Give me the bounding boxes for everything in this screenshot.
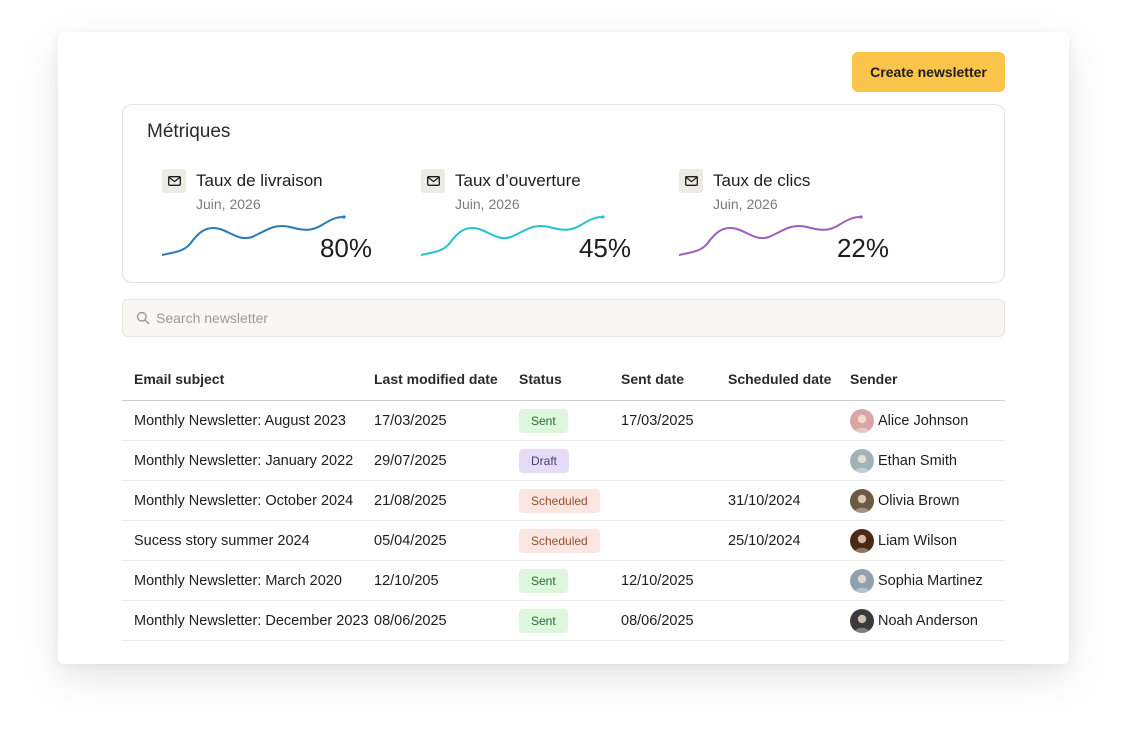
sent-date: 08/06/2025 (621, 612, 694, 629)
header-email-subject[interactable]: Email subject (134, 370, 225, 387)
mail-icon (421, 169, 445, 193)
metric-value: 45% (578, 233, 631, 263)
table-row[interactable]: Sucess story summer 2024 05/04/2025 Schedu… (122, 521, 1005, 561)
email-subject: Sucess story summer 2024 (134, 532, 310, 549)
status-cell: Sent (519, 408, 621, 433)
table-row[interactable]: Monthly Newsletter: August 2023 17/03/202… (122, 401, 1005, 441)
email-subject: Monthly Newsletter: March 2020 (134, 572, 342, 589)
email-subject: Monthly Newsletter: October 2024 (134, 492, 354, 509)
header-sender[interactable]: Sender (850, 370, 898, 387)
status-cell: Scheduled (519, 488, 621, 513)
sender-name: Noah Anderson (878, 612, 978, 629)
header-scheduled-date[interactable]: Scheduled date (728, 370, 832, 387)
status-badge: Sent (519, 408, 568, 433)
sender-cell: Sophia Martinez (850, 568, 1005, 593)
status-cell: Draft (519, 448, 621, 473)
avatar (850, 448, 874, 473)
sender-cell: Noah Anderson (850, 608, 1005, 633)
table-body: Monthly Newsletter: August 2023 17/03/202… (122, 401, 1005, 641)
last-modified-date: 21/08/2025 (374, 492, 447, 509)
last-modified-date: 29/07/2025 (374, 452, 447, 469)
sender-name: Liam Wilson (878, 532, 957, 549)
status-badge: Sent (519, 608, 568, 633)
avatar (850, 488, 874, 513)
mail-icon (162, 169, 186, 193)
table-row[interactable]: Monthly Newsletter: December 2023 08/06/2… (122, 601, 1005, 641)
sender-name: Olivia Brown (878, 492, 960, 509)
sender-cell: Alice Johnson (850, 408, 1005, 433)
email-subject: Monthly Newsletter: January 2022 (134, 452, 354, 469)
email-subject: Monthly Newsletter: December 2023 (134, 612, 369, 629)
metric-delivery-rate: Taux de livraison Juin, 2026 80% (162, 169, 382, 269)
metric-sparkline (162, 215, 346, 256)
table-header: Email subject Last modified date Status … (122, 357, 1005, 401)
search-bar (122, 299, 1005, 337)
status-badge: Scheduled (519, 488, 600, 513)
metric-sparkline (679, 215, 863, 256)
last-modified-date: 12/10/205 (374, 572, 439, 589)
last-modified-date: 08/06/2025 (374, 612, 447, 629)
metric-date: Juin, 2026 (196, 196, 261, 212)
table-row[interactable]: Monthly Newsletter: March 2020 12/10/205 S… (122, 561, 1005, 601)
search-icon (136, 311, 150, 325)
avatar (850, 608, 874, 633)
metric-date: Juin, 2026 (455, 196, 520, 212)
table-row[interactable]: Monthly Newsletter: January 2022 29/07/20… (122, 441, 1005, 481)
status-badge: Draft (519, 448, 570, 473)
sender-name: Alice Johnson (878, 412, 969, 429)
avatar (850, 568, 874, 593)
status-cell: Sent (519, 608, 621, 633)
status-badge: Scheduled (519, 528, 600, 553)
scheduled-date: 31/10/2024 (728, 492, 801, 509)
sender-name: Sophia Martinez (878, 572, 983, 589)
metrics-title: Métriques (147, 121, 231, 142)
status-cell: Scheduled (519, 528, 621, 553)
sender-name: Ethan Smith (878, 452, 957, 469)
metric-open-rate: Taux d’ouverture Juin, 2026 45% (421, 169, 641, 269)
sent-date: 12/10/2025 (621, 572, 694, 589)
newsletter-table: Email subject Last modified date Status … (122, 357, 1005, 641)
email-subject: Monthly Newsletter: August 2023 (134, 412, 346, 429)
avatar (850, 528, 874, 553)
create-newsletter-button[interactable]: Create newsletter (852, 52, 1005, 92)
metric-label: Taux de livraison (196, 171, 323, 190)
metric-sparkline (421, 215, 605, 256)
sender-cell: Liam Wilson (850, 528, 1005, 553)
avatar (850, 408, 874, 433)
metric-label: Taux d’ouverture (455, 171, 581, 190)
header-last-modified-date[interactable]: Last modified date (374, 370, 498, 387)
metric-value: 22% (836, 233, 889, 263)
sender-cell: Ethan Smith (850, 448, 1005, 473)
search-input[interactable] (156, 310, 1004, 326)
header-sent-date[interactable]: Sent date (621, 370, 685, 387)
metric-value: 80% (319, 233, 372, 263)
status-badge: Sent (519, 568, 568, 593)
metric-click-rate: Taux de clics Juin, 2026 22% (679, 169, 899, 269)
last-modified-date: 17/03/2025 (374, 412, 447, 429)
metric-label: Taux de clics (713, 171, 811, 190)
header-status[interactable]: Status (519, 370, 562, 387)
status-cell: Sent (519, 568, 621, 593)
newsletter-card: Create newsletter Métriques Taux de livr… (58, 32, 1069, 664)
scheduled-date: 25/10/2024 (728, 532, 801, 549)
table-row[interactable]: Monthly Newsletter: October 2024 21/08/20… (122, 481, 1005, 521)
mail-icon (679, 169, 703, 193)
sent-date: 17/03/2025 (621, 412, 694, 429)
sender-cell: Olivia Brown (850, 488, 1005, 513)
metric-date: Juin, 2026 (713, 196, 778, 212)
last-modified-date: 05/04/2025 (374, 532, 447, 549)
metrics-panel: Métriques Taux de livraison Juin, 2026 8… (122, 104, 1005, 283)
